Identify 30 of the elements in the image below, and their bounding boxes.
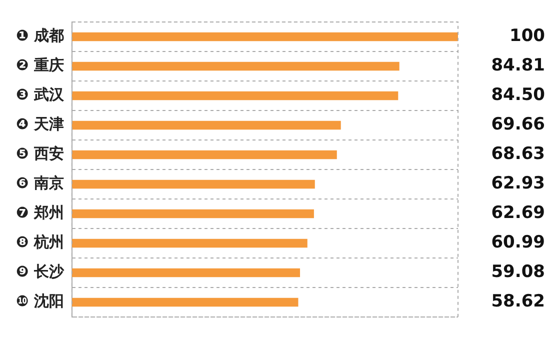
y-tick-label: ❸ 武汉 <box>16 86 65 104</box>
data-label: 58.62 <box>491 292 545 312</box>
data-label: 69.66 <box>491 114 545 135</box>
data-label: 62.93 <box>491 174 545 194</box>
y-tick-label: ❹ 天津 <box>16 115 64 134</box>
bar <box>72 298 298 307</box>
data-label: 84.81 <box>491 56 545 76</box>
y-tick-label: ❻ 南京 <box>16 174 64 192</box>
bar <box>72 91 398 100</box>
bar <box>72 120 341 130</box>
bar <box>72 32 458 42</box>
y-tick-label: ❼ 郑州 <box>16 204 64 222</box>
bar <box>72 209 314 218</box>
bar <box>72 62 400 71</box>
y-tick-label: ❾ 长沙 <box>16 262 65 281</box>
data-label: 68.63 <box>491 144 545 164</box>
y-tick-label: ❽ 杭州 <box>16 233 64 252</box>
bar <box>72 238 308 248</box>
bar <box>72 268 300 278</box>
data-label: 100 <box>510 26 546 46</box>
bar <box>72 150 337 160</box>
data-label: 59.08 <box>491 262 545 282</box>
data-label: 62.69 <box>491 203 545 224</box>
y-tick-label: ❶ 成都 <box>16 26 64 45</box>
data-label: 60.99 <box>491 232 545 253</box>
y-tick-label: ❿ 沈阳 <box>16 292 64 310</box>
y-tick-label: ❺ 西安 <box>16 144 64 163</box>
bar <box>72 180 315 189</box>
y-tick-label: ❷ 重庆 <box>16 56 64 74</box>
data-label: 84.50 <box>491 85 546 106</box>
